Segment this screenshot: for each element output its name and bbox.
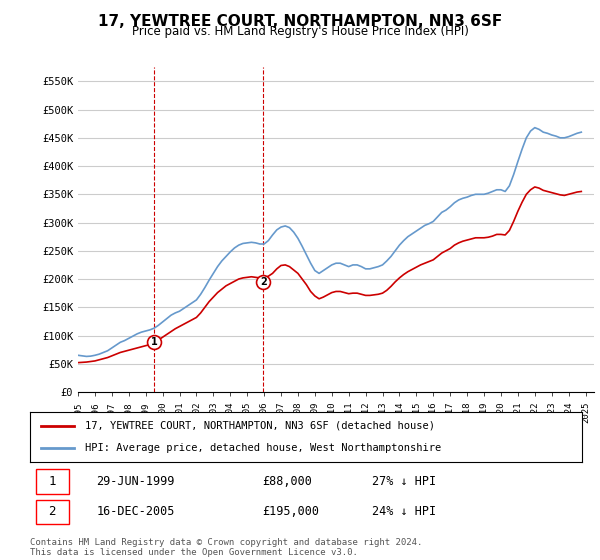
Text: 24% ↓ HPI: 24% ↓ HPI [372, 505, 436, 519]
Text: 27% ↓ HPI: 27% ↓ HPI [372, 475, 436, 488]
Text: 17, YEWTREE COURT, NORTHAMPTON, NN3 6SF: 17, YEWTREE COURT, NORTHAMPTON, NN3 6SF [98, 14, 502, 29]
Text: £195,000: £195,000 [262, 505, 319, 519]
Text: 1: 1 [49, 475, 56, 488]
FancyBboxPatch shape [35, 500, 68, 524]
Text: Price paid vs. HM Land Registry's House Price Index (HPI): Price paid vs. HM Land Registry's House … [131, 25, 469, 38]
FancyBboxPatch shape [35, 469, 68, 494]
Text: 16-DEC-2005: 16-DEC-2005 [96, 505, 175, 519]
Text: 17, YEWTREE COURT, NORTHAMPTON, NN3 6SF (detached house): 17, YEWTREE COURT, NORTHAMPTON, NN3 6SF … [85, 421, 435, 431]
Text: 1: 1 [151, 337, 157, 347]
Text: £88,000: £88,000 [262, 475, 312, 488]
Text: HPI: Average price, detached house, West Northamptonshire: HPI: Average price, detached house, West… [85, 443, 442, 453]
Text: 29-JUN-1999: 29-JUN-1999 [96, 475, 175, 488]
Text: 2: 2 [260, 277, 267, 287]
Text: Contains HM Land Registry data © Crown copyright and database right 2024.
This d: Contains HM Land Registry data © Crown c… [30, 538, 422, 557]
Text: 2: 2 [49, 505, 56, 519]
